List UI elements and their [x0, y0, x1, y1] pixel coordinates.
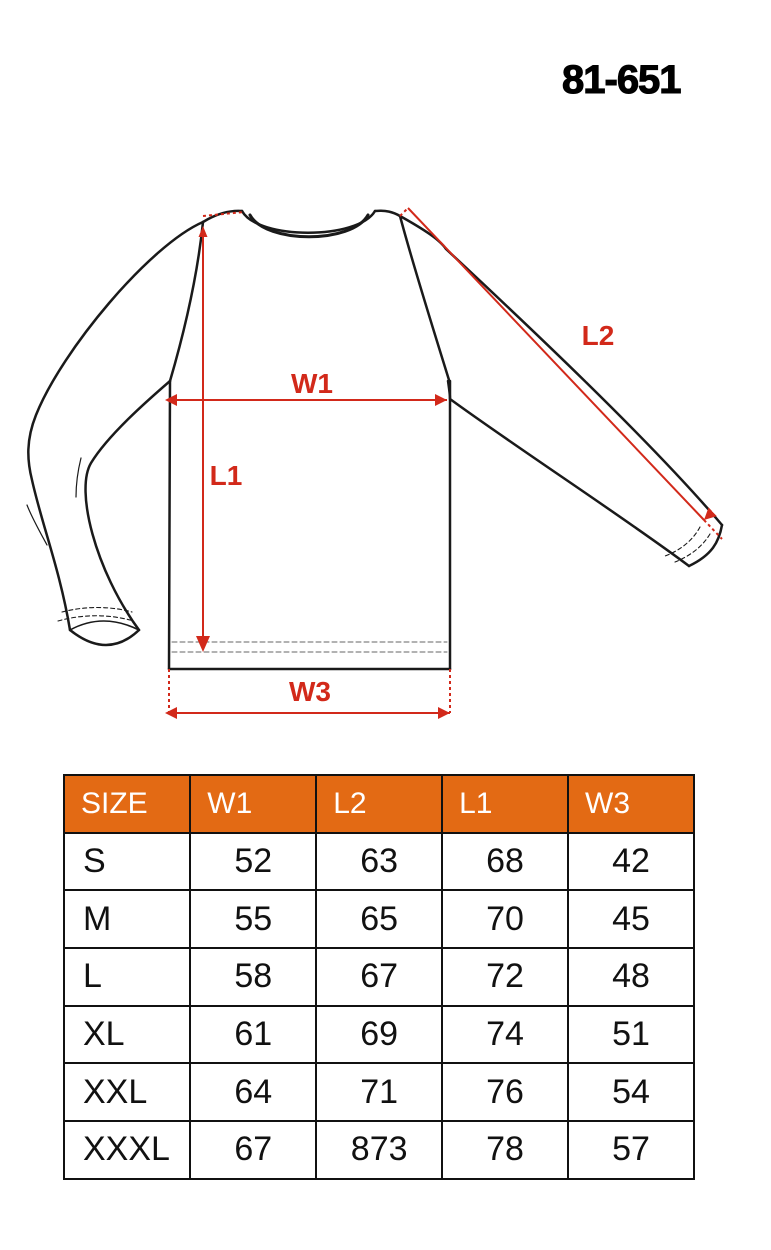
- svg-text:W3: W3: [289, 676, 331, 707]
- svg-text:L2: L2: [582, 320, 615, 351]
- svg-text:L1: L1: [210, 460, 243, 491]
- svg-text:W1: W1: [291, 368, 333, 399]
